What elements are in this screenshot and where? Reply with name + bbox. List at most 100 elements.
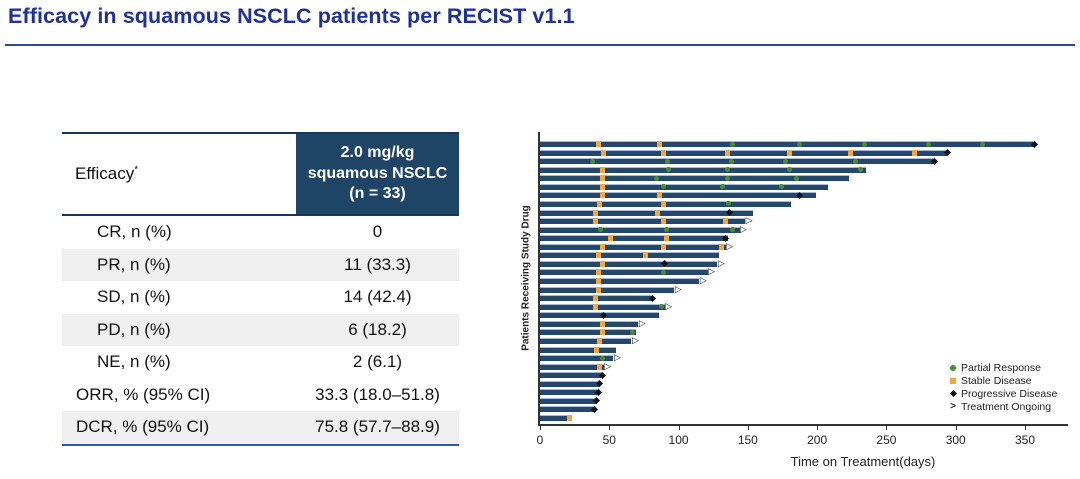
stable-disease-marker <box>566 415 572 422</box>
legend-label: Progressive Disease <box>961 387 1058 400</box>
patient-bar <box>540 166 866 173</box>
stable-disease-marker <box>595 286 601 293</box>
x-axis-line <box>538 424 1068 426</box>
partial-response-marker <box>663 227 669 233</box>
stable-disease-marker <box>599 183 605 190</box>
stable-disease-marker <box>660 200 666 207</box>
patient-bar <box>540 397 597 404</box>
partial-response-legend-icon <box>947 364 959 371</box>
treatment-ongoing-arrow: ▷ <box>699 276 707 286</box>
x-tick <box>678 425 680 430</box>
partial-response-marker <box>720 184 726 190</box>
partial-response-marker <box>599 355 605 361</box>
stable-disease-legend-icon <box>947 377 959 384</box>
patient-bar <box>540 260 718 267</box>
partial-response-marker <box>653 175 659 181</box>
table-row: ORR, % (95% CI) 33.3 (18.0–51.8) <box>62 379 459 412</box>
stable-disease-marker <box>599 175 605 182</box>
partial-response-marker <box>660 269 666 275</box>
x-tick <box>609 425 611 430</box>
partial-response-marker <box>730 227 736 233</box>
patient-bar <box>540 312 660 319</box>
table-body: CR, n (%) 0 PR, n (%) 11 (33.3) SD, n (%) 14 … <box>62 216 459 444</box>
stable-disease-marker <box>655 209 661 216</box>
stable-disease-marker <box>597 363 603 370</box>
treatment-ongoing-arrow: ▷ <box>740 224 747 235</box>
stable-disease-marker <box>592 303 598 310</box>
row-label: CR, n (%) <box>97 222 172 242</box>
x-tick <box>540 425 541 430</box>
patient-bar <box>540 320 639 327</box>
cohort-n: (n = 33) <box>349 185 406 203</box>
patient-bar <box>540 183 829 190</box>
stable-disease-marker <box>599 166 605 173</box>
legend-label: Treatment Ongoing <box>961 400 1052 413</box>
cohort-population: squamous NSCLC <box>307 164 448 182</box>
cohort-dose: 2.0 mg/kg <box>340 143 415 161</box>
patient-bar <box>540 252 719 259</box>
stable-disease-marker <box>660 218 666 225</box>
partial-response-marker <box>796 141 802 147</box>
legend-item: Progressive Disease <box>947 387 1057 400</box>
legend-label: Partial Response <box>961 361 1041 374</box>
table-row: DCR, % (95% CI) 75.8 (57.7–88.9) <box>62 411 459 444</box>
patient-bar <box>540 278 700 284</box>
patient-bar <box>540 158 935 165</box>
stable-disease-marker <box>660 243 666 250</box>
title-divider <box>5 44 1075 46</box>
patient-bar <box>540 303 665 310</box>
row-value: 0 <box>372 222 383 242</box>
row-label: PR, n (%) <box>97 254 171 274</box>
patient-bar <box>540 209 754 216</box>
treatment-ongoing-arrow: ▷ <box>631 335 639 346</box>
partial-response-marker <box>925 141 931 147</box>
partial-response-marker <box>590 158 596 164</box>
legend-label: Stable Disease <box>961 374 1032 387</box>
partial-response-marker <box>786 167 792 173</box>
treatment-ongoing-arrow: ▷ <box>674 284 682 295</box>
row-value: 2 (6.1) <box>352 352 403 372</box>
partial-response-marker <box>666 167 672 173</box>
patient-bar <box>540 218 746 225</box>
patient-bar <box>540 406 595 413</box>
row-value: 75.8 (57.7–88.9) <box>315 417 440 437</box>
row-value: 14 (42.4) <box>343 287 412 307</box>
partial-response-marker <box>724 167 730 173</box>
table-row: CR, n (%) 0 <box>62 216 459 249</box>
x-tick-label: 50 <box>602 433 616 447</box>
x-tick-label: 100 <box>668 433 689 447</box>
y-axis-label: Patients Receiving Study Drug <box>520 205 532 351</box>
stable-disease-marker <box>592 209 598 216</box>
treatment-ongoing-arrow: ▷ <box>665 301 673 312</box>
row-value: 33.3 (18.0–51.8) <box>315 384 440 404</box>
patient-bar <box>540 372 603 379</box>
partial-response-marker <box>782 158 788 164</box>
stable-disease-marker <box>597 200 603 207</box>
partial-response-marker <box>730 141 736 147</box>
stable-disease-marker <box>599 192 605 199</box>
stable-disease-marker <box>719 243 725 250</box>
patient-bar <box>540 355 614 362</box>
row-label: NE, n (%) <box>97 352 171 372</box>
stable-disease-marker <box>642 252 648 259</box>
x-tick <box>955 425 957 430</box>
x-tick <box>1025 425 1026 430</box>
x-tick <box>747 425 749 430</box>
stable-disease-marker <box>595 278 601 284</box>
x-tick-label: 0 <box>536 433 544 447</box>
partial-response-marker <box>853 158 859 164</box>
stable-disease-marker <box>599 243 605 250</box>
patient-bar <box>540 337 632 344</box>
row-label: SD, n (%) <box>97 287 171 307</box>
partial-response-marker <box>778 184 784 190</box>
progressive-disease-marker <box>931 157 939 165</box>
footnote-asterisk: * <box>134 164 139 176</box>
patient-bar <box>540 149 948 156</box>
treatment-ongoing-arrow: ▷ <box>726 241 734 252</box>
partial-response-marker <box>857 167 863 173</box>
partial-response-marker <box>861 141 867 147</box>
treatment-ongoing-arrow: ▷ <box>604 361 612 372</box>
x-tick-label: 150 <box>737 433 758 447</box>
table-row: PR, n (%) 11 (33.3) <box>62 248 459 281</box>
